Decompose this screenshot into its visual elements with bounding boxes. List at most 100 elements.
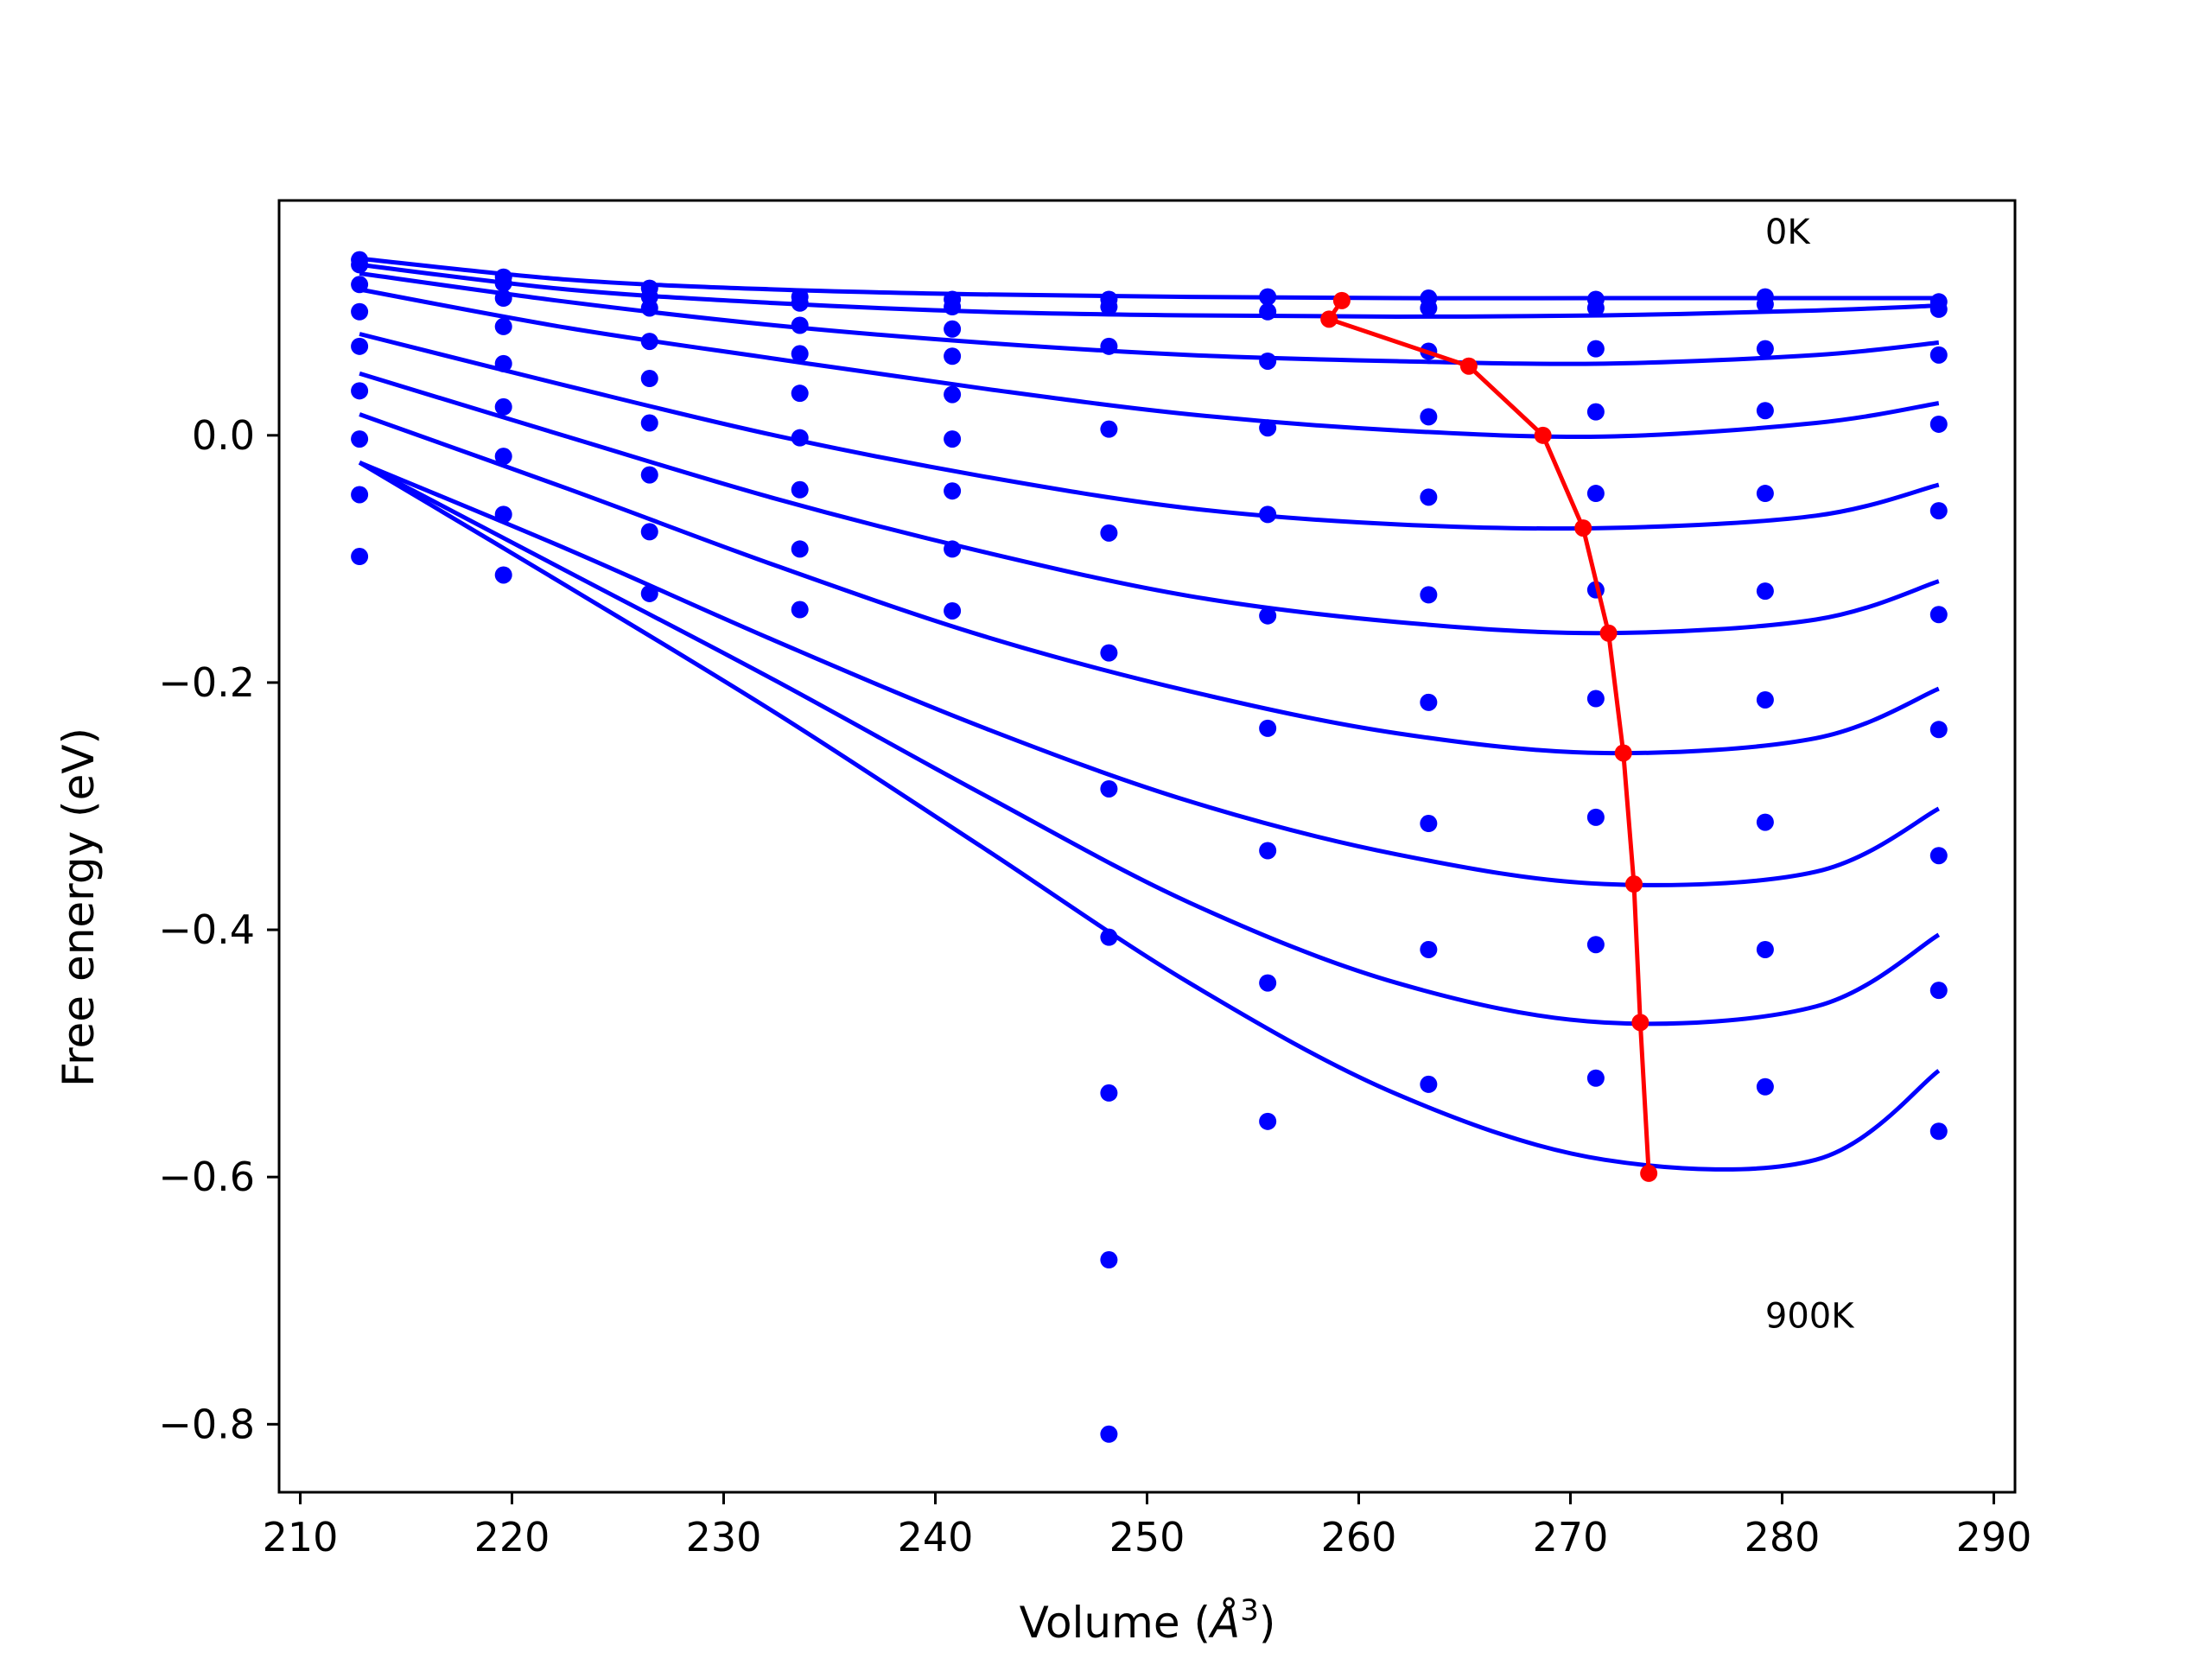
data-point bbox=[1100, 298, 1118, 316]
fit-curve-4 bbox=[359, 332, 1940, 531]
minimum-point bbox=[1320, 310, 1338, 328]
data-point bbox=[1929, 721, 1948, 739]
data-point bbox=[640, 370, 658, 388]
x-tick-label: 270 bbox=[1533, 1514, 1609, 1560]
data-point bbox=[1100, 420, 1118, 438]
data-point bbox=[944, 320, 962, 338]
data-point bbox=[944, 298, 962, 316]
minimum-point bbox=[1599, 624, 1618, 642]
data-point bbox=[494, 397, 512, 416]
data-point bbox=[791, 345, 809, 363]
data-point bbox=[1756, 1077, 1774, 1096]
data-point bbox=[1259, 505, 1277, 524]
annotation-900k: 900K bbox=[1765, 1297, 1855, 1337]
x-tick-label: 240 bbox=[898, 1514, 974, 1560]
minimum-point bbox=[1640, 1164, 1658, 1182]
data-point bbox=[1420, 940, 1438, 958]
fit-curve-6 bbox=[359, 412, 1940, 756]
data-point bbox=[944, 601, 962, 620]
data-point bbox=[944, 347, 962, 365]
data-point bbox=[1259, 974, 1277, 992]
data-point bbox=[1100, 928, 1118, 946]
data-point bbox=[1259, 419, 1277, 437]
data-point bbox=[640, 584, 658, 602]
data-point bbox=[494, 274, 512, 292]
plot-area bbox=[351, 251, 1948, 1443]
data-point bbox=[1756, 690, 1774, 709]
data-point bbox=[494, 566, 512, 584]
fit-curve-5 bbox=[359, 371, 1940, 636]
fit-curve-0 bbox=[359, 256, 1939, 301]
data-point bbox=[351, 430, 369, 448]
data-point bbox=[1420, 299, 1438, 317]
data-point bbox=[1100, 1251, 1118, 1269]
data-point bbox=[640, 414, 658, 432]
data-point bbox=[1586, 690, 1605, 708]
data-point bbox=[1100, 1425, 1118, 1443]
data-point bbox=[1929, 1122, 1948, 1141]
data-point bbox=[351, 276, 369, 294]
annotation-0k: 0K bbox=[1765, 213, 1811, 252]
data-point bbox=[494, 448, 512, 466]
data-point bbox=[1929, 847, 1948, 865]
data-point bbox=[1929, 300, 1948, 318]
data-point bbox=[1420, 488, 1438, 506]
x-axis-label: Volume (Å3) bbox=[1020, 1593, 1276, 1648]
fit-curve-2 bbox=[359, 270, 1940, 366]
data-point bbox=[791, 601, 809, 619]
data-point bbox=[1100, 779, 1118, 798]
data-point bbox=[351, 302, 369, 321]
fit-curve-1 bbox=[359, 262, 1939, 319]
data-point bbox=[351, 256, 369, 274]
data-point bbox=[1756, 940, 1774, 958]
y-tick-label: −0.2 bbox=[158, 659, 255, 706]
data-point bbox=[791, 429, 809, 447]
data-point bbox=[1756, 582, 1774, 601]
data-point bbox=[944, 482, 962, 500]
data-point bbox=[1586, 936, 1605, 954]
minimum-point bbox=[1534, 426, 1552, 444]
x-tick-label: 290 bbox=[1956, 1514, 2032, 1560]
data-point bbox=[640, 523, 658, 541]
y-tick-label: −0.6 bbox=[158, 1154, 255, 1200]
minimum-point bbox=[1574, 519, 1592, 537]
minimum-path-line bbox=[1325, 299, 1651, 1174]
data-point bbox=[1100, 524, 1118, 542]
data-point bbox=[1586, 485, 1605, 503]
data-point bbox=[1756, 485, 1774, 503]
data-point bbox=[944, 540, 962, 558]
x-tick-label: 220 bbox=[474, 1514, 550, 1560]
data-point bbox=[1929, 982, 1948, 1000]
data-point bbox=[1929, 415, 1948, 433]
y-tick-label: −0.4 bbox=[158, 906, 255, 953]
data-point bbox=[1100, 644, 1118, 662]
data-point bbox=[1586, 1069, 1605, 1087]
data-point bbox=[1259, 607, 1277, 625]
fit-curve-7 bbox=[359, 460, 1940, 887]
data-point bbox=[791, 385, 809, 403]
data-point bbox=[351, 548, 369, 566]
data-point bbox=[791, 294, 809, 312]
fit-curve-9 bbox=[358, 461, 1941, 1172]
data-point bbox=[494, 317, 512, 335]
data-point bbox=[1756, 813, 1774, 831]
x-tick-label: 260 bbox=[1321, 1514, 1397, 1560]
data-point bbox=[1259, 719, 1277, 737]
data-point bbox=[944, 385, 962, 404]
data-point bbox=[640, 333, 658, 351]
x-tick-label: 230 bbox=[686, 1514, 762, 1560]
data-point bbox=[351, 337, 369, 355]
y-axis-label: Free energy (eV) bbox=[54, 728, 104, 1087]
data-point bbox=[791, 540, 809, 558]
data-point bbox=[1420, 586, 1438, 604]
fit-curve-8 bbox=[358, 461, 1941, 1027]
data-point bbox=[494, 354, 512, 372]
x-tick-label: 250 bbox=[1109, 1514, 1185, 1560]
data-point bbox=[1420, 408, 1438, 426]
data-point bbox=[1259, 1112, 1277, 1130]
fit-curve-3 bbox=[359, 287, 1940, 440]
data-point bbox=[1420, 1075, 1438, 1093]
data-point bbox=[944, 430, 962, 448]
data-point bbox=[1586, 403, 1605, 421]
